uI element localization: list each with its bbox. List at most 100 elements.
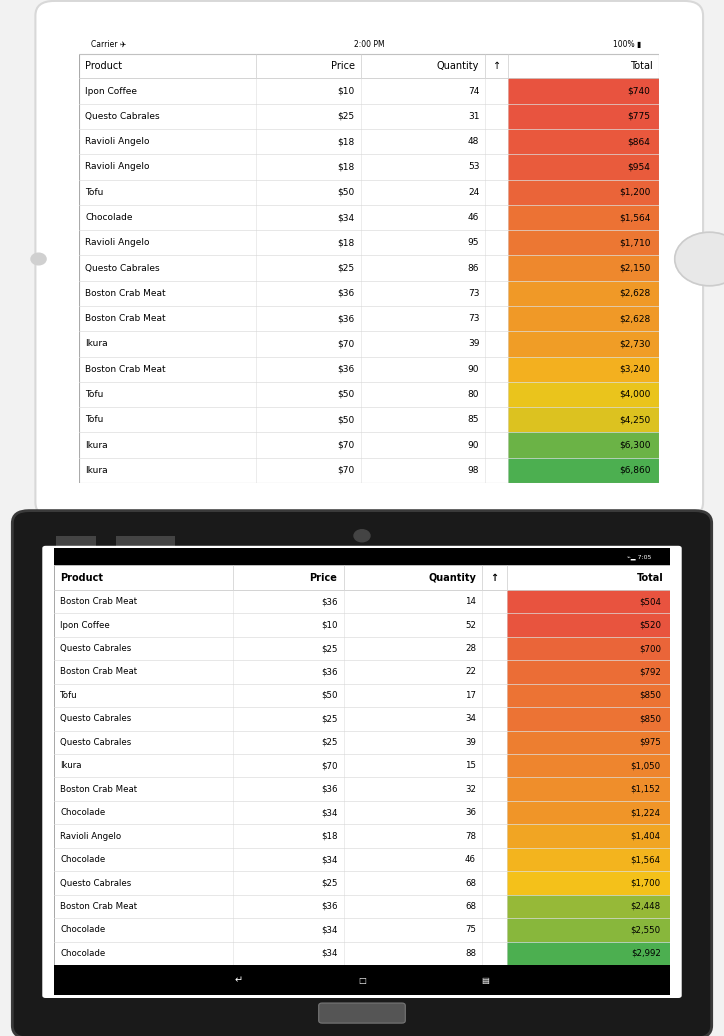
Bar — [508, 104, 659, 130]
Text: Questo Cabrales: Questo Cabrales — [60, 644, 131, 653]
Bar — [54, 777, 507, 801]
Text: $70: $70 — [337, 466, 355, 474]
Bar — [54, 918, 507, 942]
Text: $2,550: $2,550 — [631, 925, 661, 934]
Bar — [80, 154, 508, 179]
Text: 52: 52 — [465, 621, 476, 630]
Circle shape — [354, 529, 370, 542]
Text: Tofu: Tofu — [85, 390, 104, 399]
Text: Quantity: Quantity — [428, 573, 476, 582]
Bar — [54, 613, 507, 637]
Text: $504: $504 — [639, 597, 661, 606]
Text: Ikura: Ikura — [60, 761, 82, 770]
Text: 31: 31 — [468, 112, 479, 121]
Bar — [508, 130, 659, 154]
Text: 100% ▮: 100% ▮ — [613, 40, 641, 49]
Bar — [508, 256, 659, 281]
Text: $2,150: $2,150 — [619, 263, 650, 272]
Circle shape — [31, 253, 46, 265]
Text: 46: 46 — [468, 213, 479, 222]
Text: 68: 68 — [465, 879, 476, 888]
Text: $6,860: $6,860 — [619, 466, 650, 474]
Bar — [54, 684, 507, 708]
Text: $1,404: $1,404 — [631, 832, 661, 840]
Text: Ravioli Angelo: Ravioli Angelo — [85, 163, 150, 171]
Bar — [80, 179, 508, 205]
Text: $1,700: $1,700 — [631, 879, 661, 888]
Text: Chocolade: Chocolade — [60, 855, 106, 864]
Bar — [80, 79, 508, 104]
Bar — [54, 730, 507, 754]
Bar — [80, 356, 508, 382]
Bar — [54, 566, 670, 966]
Text: 68: 68 — [465, 902, 476, 911]
FancyBboxPatch shape — [12, 511, 712, 1036]
Text: Questo Cabrales: Questo Cabrales — [85, 112, 160, 121]
Bar — [507, 942, 670, 966]
Text: Boston Crab Meat: Boston Crab Meat — [85, 314, 166, 323]
Text: 22: 22 — [465, 667, 476, 677]
Text: $34: $34 — [321, 808, 337, 817]
Text: $4,000: $4,000 — [619, 390, 650, 399]
Text: Boston Crab Meat: Boston Crab Meat — [60, 667, 138, 677]
Text: $700: $700 — [639, 644, 661, 653]
Bar — [80, 35, 659, 54]
Bar — [507, 825, 670, 847]
Text: 98: 98 — [468, 466, 479, 474]
Text: ↑: ↑ — [490, 573, 499, 582]
Bar — [507, 684, 670, 708]
Text: $36: $36 — [321, 597, 337, 606]
Bar — [508, 407, 659, 432]
Text: 28: 28 — [465, 644, 476, 653]
Text: Ravioli Angelo: Ravioli Angelo — [85, 137, 150, 146]
Bar — [507, 730, 670, 754]
Text: 24: 24 — [468, 188, 479, 197]
Text: ↵: ↵ — [235, 975, 243, 985]
Bar — [508, 306, 659, 332]
Text: 2:00 PM: 2:00 PM — [354, 40, 384, 49]
Text: Ikura: Ikura — [85, 440, 108, 450]
Bar — [80, 281, 508, 306]
Text: $25: $25 — [321, 644, 337, 653]
Text: $10: $10 — [337, 87, 355, 95]
Bar — [80, 130, 508, 154]
Bar — [80, 332, 508, 356]
Bar — [80, 458, 508, 483]
Text: $4,250: $4,250 — [619, 415, 650, 425]
Text: $36: $36 — [321, 902, 337, 911]
Text: $25: $25 — [321, 715, 337, 723]
Text: ⌁▂ 7:05: ⌁▂ 7:05 — [627, 554, 652, 559]
Bar — [80, 230, 508, 256]
Bar — [508, 205, 659, 230]
Bar — [507, 589, 670, 613]
Bar — [80, 306, 508, 332]
Text: Chocolade: Chocolade — [60, 949, 106, 958]
Text: Questo Cabrales: Questo Cabrales — [60, 715, 131, 723]
Text: $740: $740 — [628, 87, 650, 95]
Text: $70: $70 — [337, 340, 355, 348]
Bar — [508, 281, 659, 306]
Bar — [80, 54, 659, 79]
Bar — [507, 708, 670, 730]
Bar — [54, 825, 507, 847]
Text: Ravioli Angelo: Ravioli Angelo — [85, 238, 150, 248]
Text: $70: $70 — [337, 440, 355, 450]
Text: ↑: ↑ — [492, 61, 501, 71]
Text: Ipon Coffee: Ipon Coffee — [60, 621, 110, 630]
Bar — [507, 660, 670, 684]
Text: $36: $36 — [337, 314, 355, 323]
Bar — [508, 432, 659, 458]
Bar — [507, 918, 670, 942]
Text: $1,200: $1,200 — [619, 188, 650, 197]
Bar — [508, 356, 659, 382]
Text: Boston Crab Meat: Boston Crab Meat — [60, 597, 138, 606]
Text: $34: $34 — [321, 925, 337, 934]
Text: $50: $50 — [337, 188, 355, 197]
Text: Total: Total — [637, 573, 664, 582]
Text: $50: $50 — [337, 415, 355, 425]
FancyBboxPatch shape — [35, 1, 703, 517]
Bar — [80, 256, 508, 281]
Bar — [56, 536, 96, 546]
Bar — [80, 407, 508, 432]
Bar — [54, 754, 507, 777]
